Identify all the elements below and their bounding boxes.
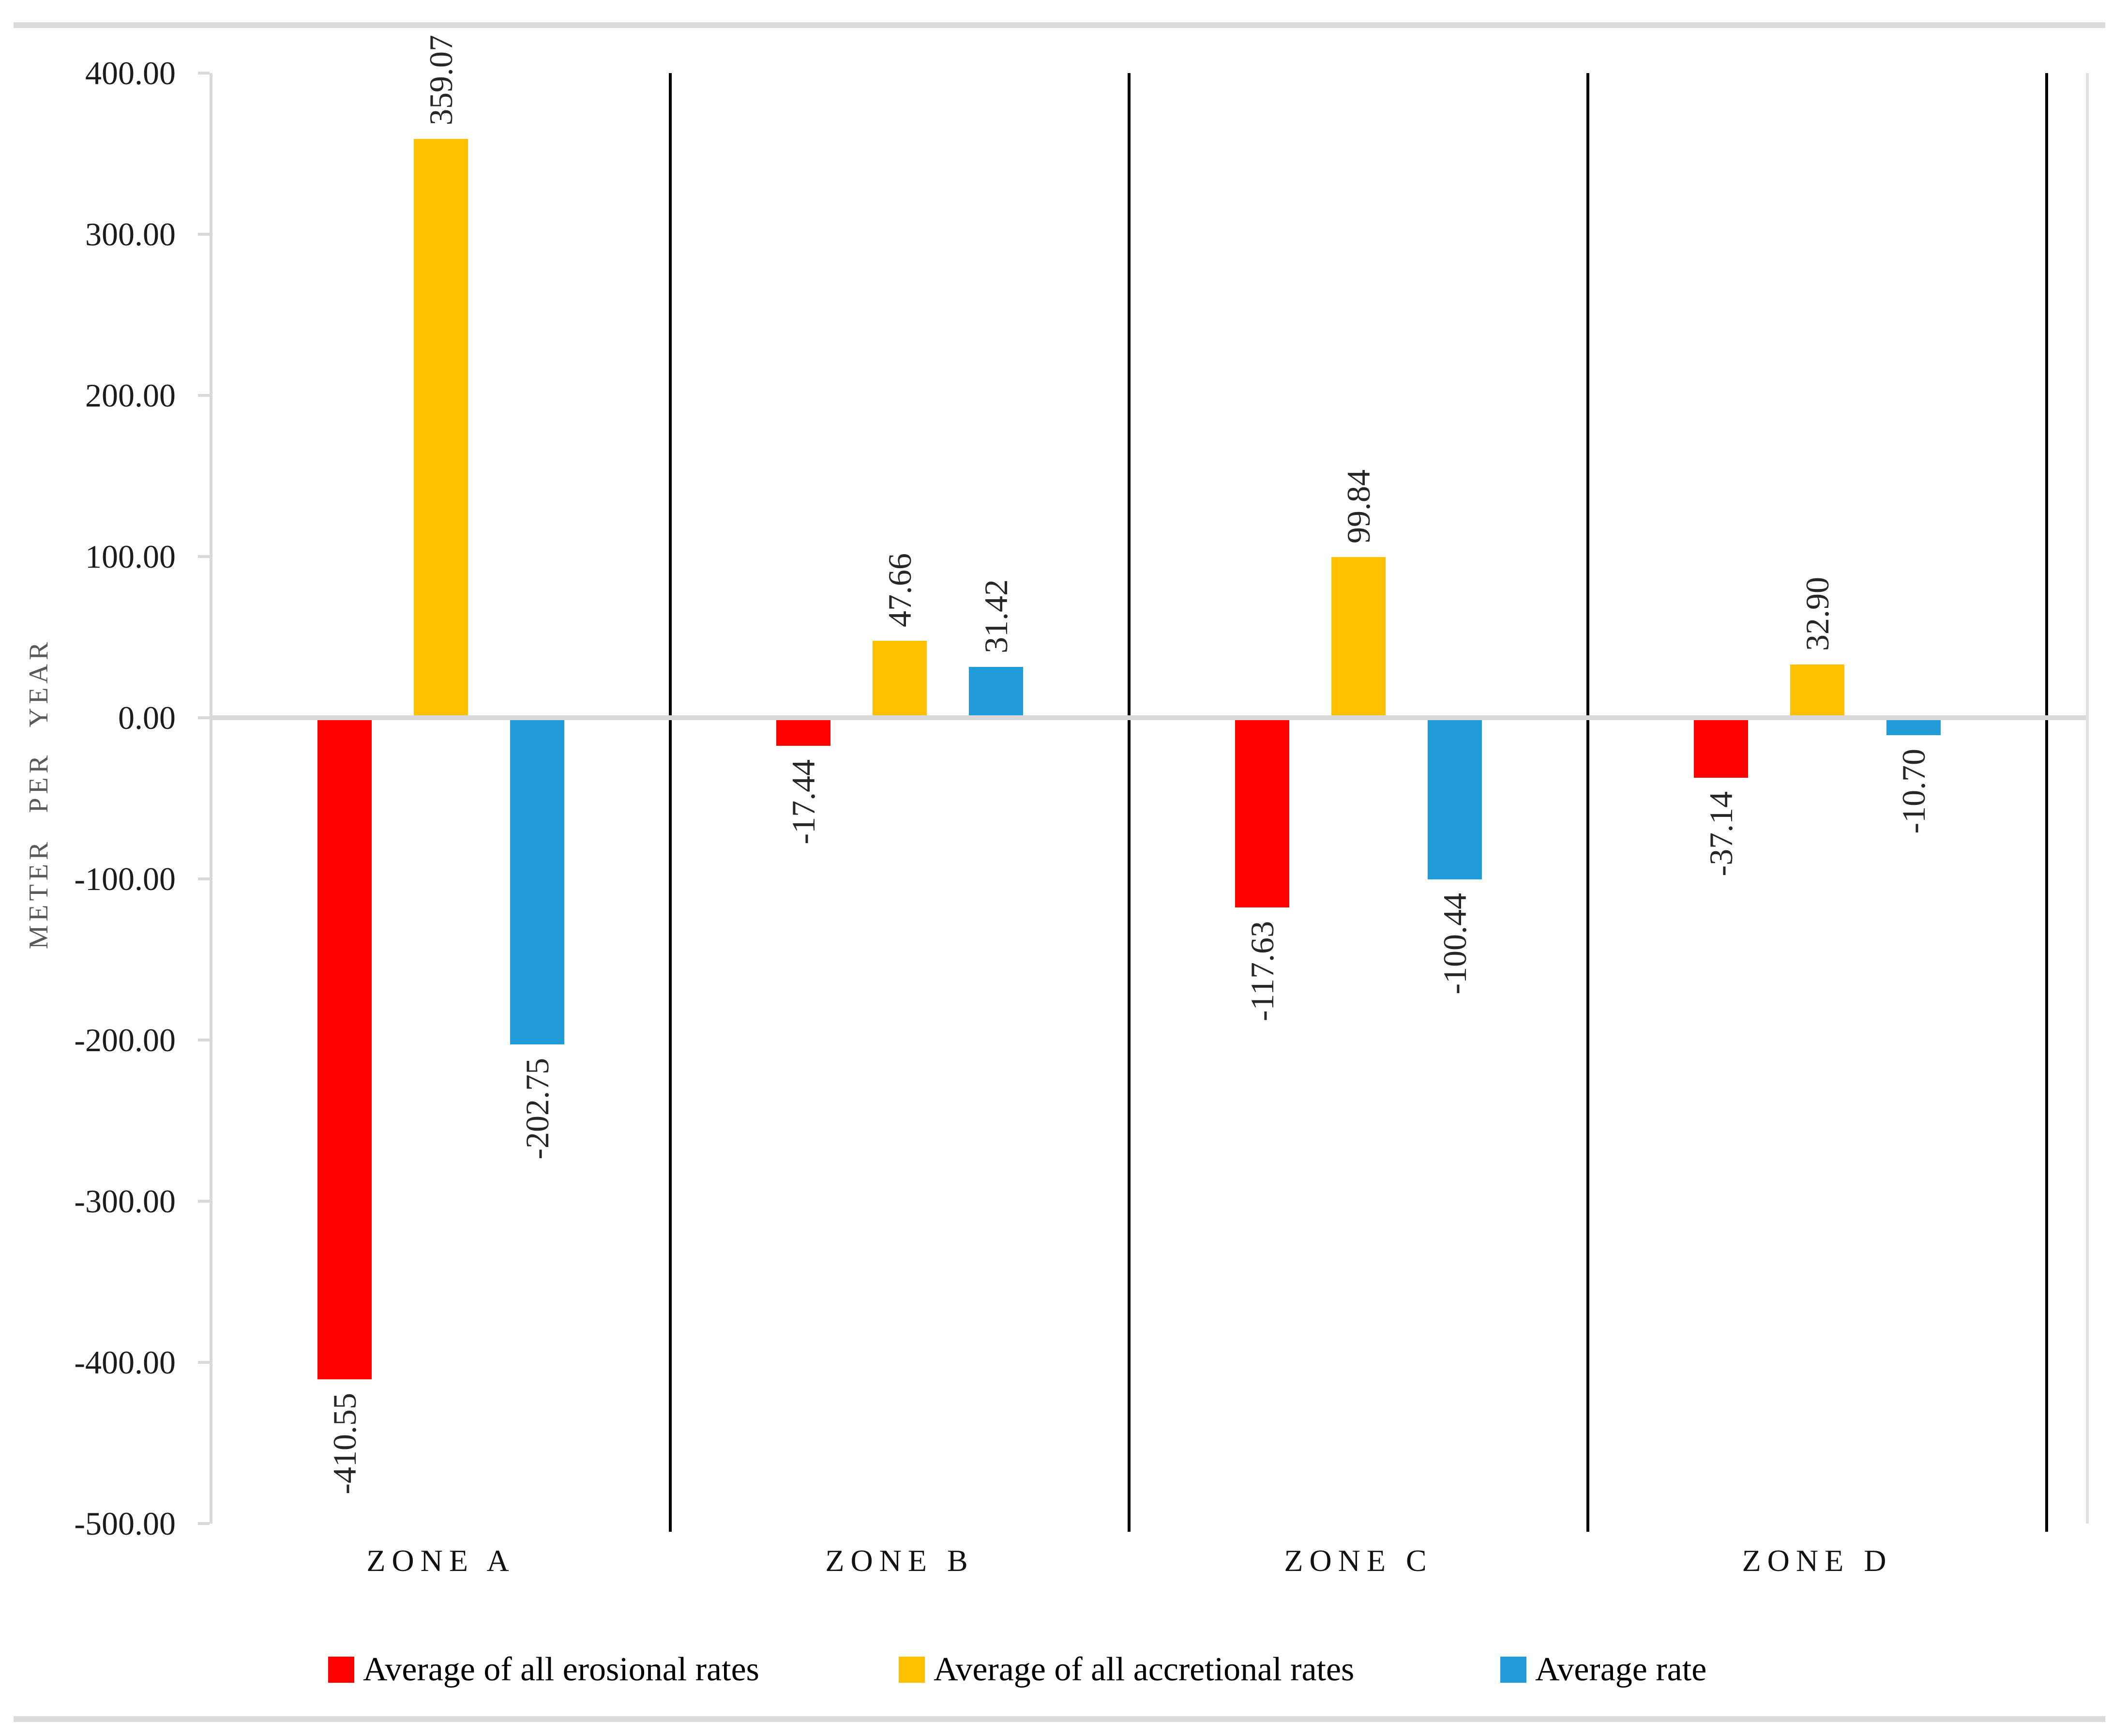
bar-value-text: -410.55 [326,1393,363,1494]
y-tick-label: 200.00 [85,377,176,414]
bar-value-text: -202.75 [519,1058,556,1160]
zone-separator-line [1128,73,1131,1532]
bar-value-text: -117.63 [1243,921,1281,1021]
bar-value-text: -10.70 [1895,748,1932,834]
bar-average-of-all-accretional-rates-zone-d [1790,664,1844,715]
y-tick-mark [198,1361,210,1364]
zone-separator-line [1586,73,1589,1532]
figure-bottom-border [14,1716,2105,1722]
y-tick-mark [198,233,210,236]
plot-right-border [2086,73,2089,1524]
zone-label: ZONE A [366,1543,515,1578]
bar-average-of-all-erosional-rates-zone-a [317,720,372,1380]
zero-gridline [211,715,2086,720]
bar-value-text: 31.42 [978,579,1015,654]
y-axis-line [210,73,212,1524]
y-tick-label: 400.00 [85,55,176,91]
bar-average-rate-zone-d [1886,720,1941,735]
bar-value-text: 47.66 [881,553,918,628]
zone-label: ZONE D [1742,1543,1893,1578]
y-tick-label: 100.00 [85,538,176,575]
y-tick-mark [198,1039,210,1042]
legend-swatch [899,1657,925,1683]
bar-value-text: -100.44 [1436,893,1474,995]
y-tick-label: -100.00 [74,860,176,897]
bar-value-text: -17.44 [784,759,822,845]
zone-label: ZONE C [1284,1543,1433,1578]
bar-average-rate-zone-b [969,667,1024,715]
y-tick-mark [198,1522,210,1525]
legend-label: Average of all accretional rates [934,1651,1355,1688]
y-tick-mark [198,877,210,880]
y-tick-label: -200.00 [74,1022,176,1058]
bar-value-text: -37.14 [1702,791,1739,876]
y-tick-mark [198,72,210,75]
bar-value-text: 359.07 [422,35,459,126]
figure-top-border [14,22,2105,28]
bar-average-rate-zone-c [1428,720,1482,880]
y-tick-mark [198,1200,210,1203]
bar-average-of-all-accretional-rates-zone-a [414,139,468,715]
y-tick-mark [198,716,210,719]
bar-average-of-all-erosional-rates-zone-b [776,720,830,746]
bar-value-text: 32.90 [1799,577,1836,651]
y-tick-label: -500.00 [74,1505,176,1542]
y-tick-label: -400.00 [74,1344,176,1381]
zone-label: ZONE B [825,1543,974,1578]
legend-swatch [328,1657,354,1683]
y-tick-label: 0.00 [118,699,176,736]
bar-average-rate-zone-a [510,720,565,1045]
bar-average-of-all-accretional-rates-zone-c [1331,557,1386,715]
legend-label: Average rate [1535,1651,1707,1688]
y-tick-mark [198,394,210,397]
bar-average-of-all-erosional-rates-zone-c [1235,720,1289,907]
legend-swatch [1500,1657,1526,1683]
y-tick-mark [198,555,210,558]
zone-separator-line [2045,73,2048,1532]
legend-label: Average of all erosional rates [363,1651,759,1688]
bar-value-text: 99.84 [1340,469,1377,543]
zone-separator-line [669,73,672,1532]
bar-average-of-all-accretional-rates-zone-b [873,641,927,715]
bar-average-of-all-erosional-rates-zone-d [1693,720,1748,778]
y-tick-label: -300.00 [74,1183,176,1220]
y-tick-label: 300.00 [85,216,176,253]
